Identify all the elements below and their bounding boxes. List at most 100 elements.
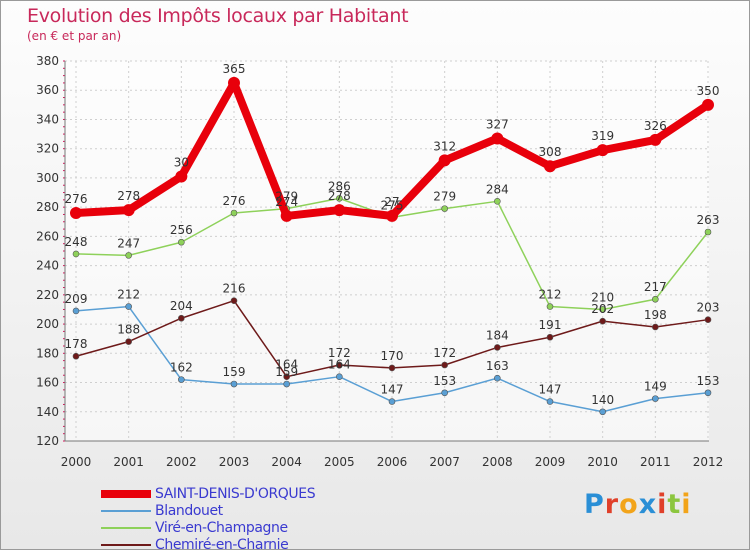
data-point (72, 250, 80, 258)
data-label: 312 (433, 139, 456, 153)
data-label: 164 (275, 358, 298, 372)
data-point (704, 389, 712, 397)
data-label: 247 (117, 236, 140, 250)
data-point (388, 364, 396, 372)
y-tick-label: 180 (36, 346, 59, 360)
x-tick-label: 2004 (271, 455, 302, 469)
chart-subtitle: (en € et par an) (27, 29, 122, 43)
y-tick-label: 240 (36, 259, 59, 273)
data-label: 284 (486, 182, 509, 196)
legend-label: Blandouet (155, 502, 223, 519)
data-point (652, 295, 659, 303)
data-label: 149 (644, 380, 667, 394)
data-point (441, 205, 448, 212)
y-tick-label: 260 (36, 229, 59, 243)
data-point (70, 207, 82, 219)
logo-letter: t (667, 489, 682, 520)
y-tick-label: 200 (36, 317, 59, 331)
data-label: 217 (644, 280, 667, 294)
data-point (599, 306, 606, 313)
data-point (491, 132, 504, 145)
data-point (599, 408, 606, 416)
data-label: 279 (433, 190, 456, 204)
data-point (388, 398, 396, 405)
logo-letter: x (638, 489, 658, 520)
data-label: 198 (644, 308, 667, 322)
x-tick-label: 2003 (219, 455, 250, 469)
data-point (283, 380, 290, 388)
data-label: 178 (65, 337, 88, 351)
series-lines (70, 76, 714, 416)
legend-label: SAINT-DENIS-D'ORQUES (155, 485, 316, 502)
x-tick-label: 2000 (61, 455, 92, 469)
x-tick-label: 2006 (377, 455, 408, 469)
data-label: 184 (486, 328, 509, 342)
data-label: 365 (223, 62, 246, 76)
data-point (72, 307, 80, 315)
data-point (652, 395, 659, 402)
legend-swatch (101, 509, 151, 512)
data-point (283, 373, 290, 380)
x-tick-label: 2001 (113, 455, 144, 469)
data-label: 202 (591, 302, 614, 316)
data-point (546, 333, 554, 341)
data-label: 30 (174, 155, 189, 169)
data-label: 188 (117, 323, 140, 337)
y-tick-label: 160 (36, 376, 59, 390)
data-label: 278 (117, 189, 140, 203)
data-label: 27 (384, 195, 399, 209)
plot-area (65, 61, 709, 441)
data-label: 212 (117, 288, 140, 302)
data-label: 162 (170, 361, 193, 375)
data-point (546, 398, 554, 405)
legend-label: Chemiré-en-Charnie (155, 536, 289, 550)
data-label: 276 (223, 194, 246, 208)
data-point (336, 195, 343, 202)
data-label: 216 (223, 282, 246, 296)
data-point (441, 361, 448, 369)
data-point (336, 361, 343, 369)
x-tick-label: 2005 (324, 455, 355, 469)
data-point (544, 160, 556, 173)
data-label: 153 (433, 374, 456, 388)
data-point (230, 297, 238, 304)
y-tick-label: 280 (36, 200, 59, 214)
logo-letter: o (619, 489, 639, 520)
data-point (125, 252, 132, 259)
data-point (230, 209, 238, 217)
data-point (336, 373, 343, 380)
data-point (228, 76, 240, 89)
data-label: 204 (170, 299, 193, 313)
data-point (494, 374, 501, 382)
data-label: 164 (328, 358, 351, 372)
x-tick-label: 2002 (166, 455, 197, 469)
data-point (178, 376, 185, 383)
data-label: 278 (328, 189, 351, 203)
logo-letter: i (681, 489, 692, 520)
data-point (546, 303, 554, 310)
legend-swatch (101, 489, 151, 498)
data-label: 326 (644, 119, 667, 133)
data-label: 286 (328, 179, 351, 193)
data-label: 191 (539, 318, 562, 332)
data-label: 147 (539, 383, 562, 397)
y-tick-label: 220 (36, 288, 59, 302)
data-point (178, 238, 185, 246)
data-point (178, 314, 185, 322)
logo-letter: r (604, 489, 620, 520)
legend-item: Blandouet (101, 502, 315, 519)
data-label: 308 (539, 145, 562, 159)
x-tick-label: 2010 (587, 455, 618, 469)
data-label: 275 (381, 198, 404, 212)
y-tick-label: 120 (36, 434, 59, 448)
data-label: 279 (275, 190, 298, 204)
legend-item: SAINT-DENIS-D'ORQUES (101, 485, 316, 502)
data-label: 159 (223, 365, 246, 379)
data-label: 276 (65, 192, 88, 206)
y-tick-label: 360 (36, 83, 59, 97)
data-label: 274 (275, 195, 298, 209)
data-label: 153 (697, 374, 720, 388)
